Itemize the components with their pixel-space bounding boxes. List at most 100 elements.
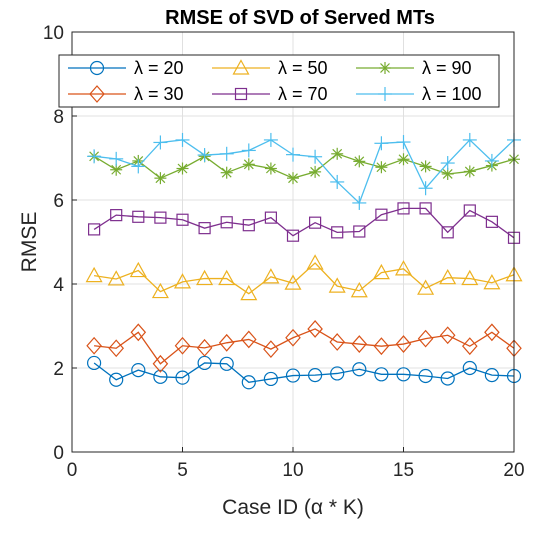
data-point: [441, 226, 454, 239]
chart-title: RMSE of SVD of Served MTs: [165, 7, 435, 29]
series-layer: [85, 132, 523, 390]
data-point: [417, 279, 435, 295]
data-point: [306, 254, 324, 270]
y-tick-label: 0: [53, 443, 64, 464]
data-point: [419, 202, 432, 215]
data-point: [87, 223, 101, 236]
data-point: [151, 282, 169, 299]
x-tick-label: 0: [67, 460, 78, 481]
x-tick-label: 10: [282, 460, 303, 481]
data-point: [308, 368, 323, 383]
data-point: [242, 158, 255, 171]
legend: λ = 20 λ = 30 λ = 50 λ = 70 λ = 90 λ = 100: [58, 54, 500, 108]
series-line: [94, 328, 515, 365]
series-4: [88, 147, 520, 185]
data-point: [241, 375, 256, 390]
data-point: [372, 263, 390, 280]
data-point: [287, 172, 299, 185]
data-point: [374, 367, 389, 382]
data-point: [219, 146, 234, 161]
series-3: [87, 202, 521, 244]
data-point: [373, 337, 390, 356]
data-point: [375, 161, 388, 174]
series-line: [93, 362, 515, 383]
data-point: [419, 160, 432, 173]
legend-item-2: λ = 50: [212, 58, 328, 78]
data-point: [285, 328, 301, 347]
data-point: [176, 162, 189, 175]
y-tick-label: 8: [53, 107, 64, 128]
data-point: [154, 211, 167, 224]
data-point: [285, 368, 301, 383]
data-point: [263, 132, 278, 147]
data-point: [463, 165, 476, 178]
legend-label: λ = 50: [278, 58, 328, 78]
data-point: [375, 208, 388, 221]
data-point: [175, 370, 190, 385]
data-point: [484, 153, 499, 168]
data-point: [462, 337, 478, 356]
legend-item-4: λ = 90: [356, 58, 472, 78]
data-point: [109, 372, 124, 387]
y-tick-label: 6: [53, 191, 64, 212]
legend-marker: [89, 85, 105, 103]
series-1: [86, 320, 522, 373]
data-point: [196, 269, 214, 286]
data-point: [175, 132, 190, 147]
x-tick-label: 5: [177, 460, 188, 481]
data-point: [330, 366, 345, 381]
data-point: [329, 333, 345, 351]
data-point: [483, 274, 501, 290]
axis-ticks: 0 5 10 15 20 0 2 4 6 8 10: [43, 23, 525, 481]
data-point: [439, 268, 457, 285]
series-line: [93, 207, 515, 239]
data-point: [129, 261, 147, 278]
y-tick-label: 10: [43, 23, 64, 44]
data-point: [87, 149, 102, 164]
data-point: [153, 369, 168, 384]
data-point: [176, 213, 189, 226]
data-point: [154, 172, 167, 185]
data-point: [350, 281, 368, 298]
data-point: [86, 336, 102, 355]
data-point: [330, 174, 345, 189]
data-point: [307, 320, 323, 338]
data-point: [440, 371, 455, 386]
data-point: [286, 147, 300, 162]
legend-box: [58, 54, 500, 108]
data-point: [484, 323, 500, 342]
data-point: [242, 219, 255, 232]
x-axis-label: Case ID (α * K): [222, 496, 364, 519]
legend-marker: [89, 60, 105, 76]
data-point: [308, 149, 323, 164]
legend-marker: [378, 87, 392, 101]
data-point: [284, 274, 302, 290]
legend-marker: [379, 62, 391, 74]
data-point: [218, 269, 236, 286]
data-point: [131, 363, 146, 378]
legend-item-1: λ = 30: [68, 84, 184, 104]
data-point: [461, 269, 479, 286]
data-point: [331, 147, 344, 160]
data-point: [262, 268, 280, 284]
data-point: [440, 156, 455, 171]
legend-marker: [232, 59, 250, 75]
data-point: [130, 323, 147, 342]
data-point: [174, 336, 191, 355]
data-point: [463, 204, 476, 217]
data-point: [439, 326, 456, 345]
data-point: [353, 225, 366, 238]
data-point: [107, 270, 125, 286]
y-tick-label: 4: [53, 275, 64, 296]
y-tick-label: 2: [53, 359, 64, 380]
series-line: [93, 153, 515, 179]
data-point: [397, 202, 410, 215]
legend-item-3: λ = 70: [212, 84, 328, 104]
data-point: [309, 216, 322, 229]
data-point: [85, 266, 103, 283]
data-point: [309, 165, 322, 178]
legend-item-5: λ = 100: [356, 84, 482, 104]
data-point: [394, 260, 413, 276]
legend-marker: [234, 87, 248, 101]
